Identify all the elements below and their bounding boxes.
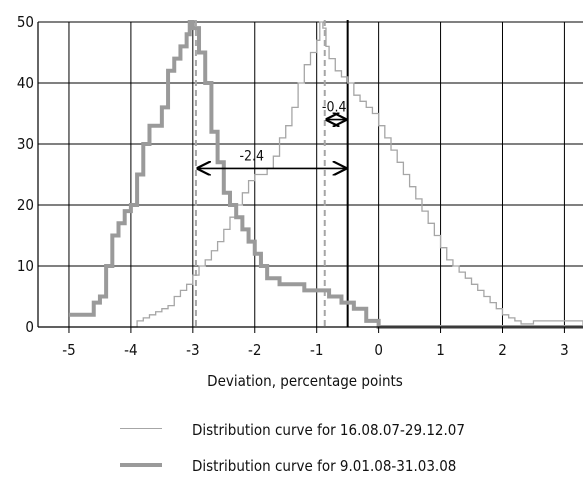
x-tick-label: -3 <box>186 341 199 359</box>
x-tick-label: -5 <box>62 341 75 359</box>
y-tick-label: 50 <box>17 13 34 31</box>
y-tick-label: 10 <box>17 257 34 275</box>
y-tick-label: 20 <box>17 196 34 214</box>
y-tick-label: 40 <box>17 74 34 92</box>
x-tick-label: -4 <box>124 341 137 359</box>
series-line-thin <box>130 21 583 328</box>
legend-item-2: Distribution curve for 9.01.08-31.03.08 <box>120 454 550 478</box>
x-tick-label: -1 <box>310 341 323 359</box>
y-tick-label: 30 <box>17 135 34 153</box>
legend-swatch-thick-line <box>120 463 162 467</box>
x-tick-label: -2 <box>248 341 261 359</box>
x-tick-label: 2 <box>498 341 507 359</box>
legend-item-1: Distribution curve for 16.08.07-29.12.07 <box>120 418 550 442</box>
legend-swatch-thin-line <box>120 428 162 430</box>
x-tick-label: 1 <box>436 341 445 359</box>
annotation-label: -2.4 <box>240 148 265 164</box>
x-tick-label: 0 <box>374 341 383 359</box>
series-line-thick <box>68 20 583 329</box>
x-tick-label: 3 <box>560 341 569 359</box>
legend-label-2: Distribution curve for 9.01.08-31.03.08 <box>192 457 457 475</box>
x-axis-title: Deviation, percentage points <box>207 372 403 390</box>
y-tick-label: 0 <box>25 318 34 336</box>
legend-label-1: Distribution curve for 16.08.07-29.12.07 <box>192 421 465 439</box>
annotation-label: -0.4 <box>322 100 347 116</box>
